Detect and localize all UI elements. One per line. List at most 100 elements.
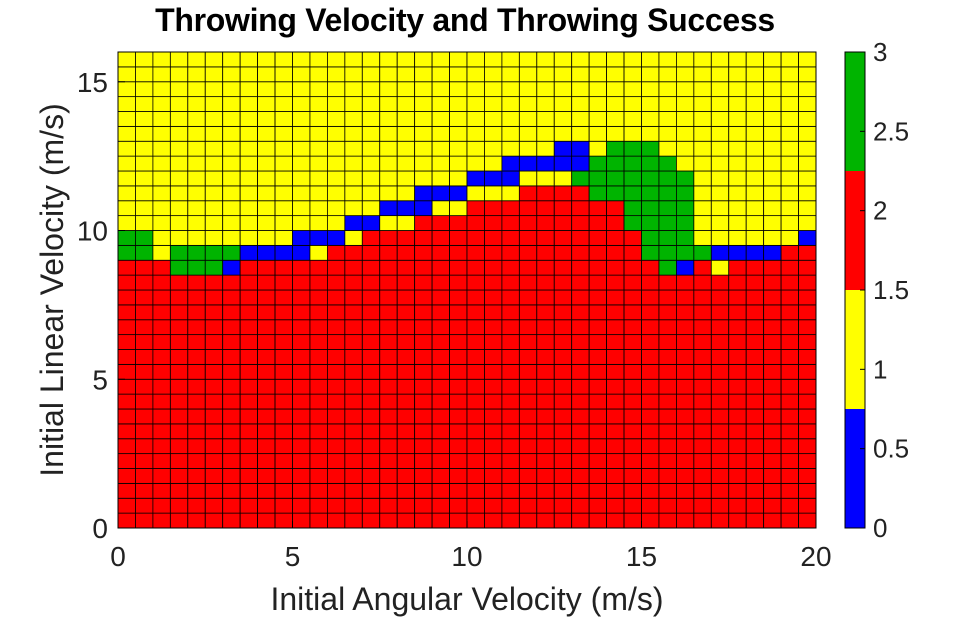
heatmap-cell (710, 512, 730, 529)
heatmap-cell (588, 334, 608, 350)
heatmap-cell (693, 304, 712, 321)
heatmap-cell (501, 215, 520, 231)
heatmap-cell (536, 81, 555, 98)
heatmap-cell (361, 66, 381, 83)
heatmap-cell (518, 230, 538, 246)
heatmap-cell (676, 408, 695, 425)
heatmap-cell (676, 393, 695, 410)
heatmap-cell (274, 244, 293, 261)
heatmap-cell (257, 259, 276, 276)
heatmap-cell (763, 438, 782, 455)
heatmap-cell (152, 363, 171, 380)
heatmap-cell (710, 230, 730, 246)
heatmap-cell (204, 349, 224, 365)
heatmap-cell (518, 482, 538, 499)
heatmap-cell (693, 125, 712, 142)
heatmap-cell (152, 349, 171, 365)
heatmap-cell (571, 259, 590, 276)
heatmap-cell (239, 304, 258, 321)
heatmap-cell (379, 125, 398, 142)
heatmap-cell (501, 289, 520, 306)
heatmap-cell (553, 408, 573, 425)
heatmap-cell (239, 215, 258, 231)
heatmap-cell (135, 512, 154, 529)
heatmap-cell (152, 51, 171, 68)
heatmap-cell (588, 468, 608, 484)
heatmap-cell (169, 289, 189, 306)
heatmap-cell (344, 96, 363, 112)
heatmap-cell (798, 289, 817, 306)
heatmap-cell (222, 66, 241, 83)
heatmap-cell (641, 512, 660, 529)
heatmap-cell (117, 51, 136, 68)
heatmap-cell (780, 393, 799, 410)
heatmap-cell (449, 423, 468, 440)
heatmap-cell (676, 349, 695, 365)
heatmap-cell (728, 304, 747, 321)
heatmap-cell (379, 378, 398, 395)
heatmap-cell (780, 200, 799, 217)
heatmap-cell (449, 408, 468, 425)
heatmap-cell (553, 170, 573, 187)
heatmap-cell (414, 497, 433, 514)
heatmap-cell (536, 215, 555, 231)
heatmap-cell (553, 334, 573, 350)
heatmap-cell (466, 319, 485, 336)
heatmap-cell (204, 155, 224, 172)
heatmap-cell (606, 66, 625, 83)
heatmap-cell (257, 111, 276, 127)
heatmap-cell (623, 319, 642, 336)
heatmap-cell (606, 125, 625, 142)
heatmap-cell (571, 304, 590, 321)
heatmap-cell (117, 453, 136, 469)
heatmap-cell (606, 230, 625, 246)
heatmap-cell (518, 170, 538, 187)
heatmap-cell (326, 185, 346, 202)
heatmap-cell (641, 200, 660, 217)
heatmap-cell (414, 349, 433, 365)
heatmap-cell (274, 482, 293, 499)
heatmap-cell (379, 408, 398, 425)
heatmap-cell (466, 185, 485, 202)
heatmap-cell (641, 304, 660, 321)
heatmap-cell (780, 378, 799, 395)
heatmap-cell (169, 408, 189, 425)
heatmap-cell (484, 468, 503, 484)
heatmap-cell (745, 482, 765, 499)
heatmap-cell (292, 215, 311, 231)
heatmap-cell (536, 438, 555, 455)
heatmap-cell (745, 200, 765, 217)
heatmap-cell (239, 378, 258, 395)
heatmap-cell (414, 468, 433, 484)
heatmap-cell (379, 215, 398, 231)
heatmap-cell (292, 125, 311, 142)
heatmap-cell (239, 259, 258, 276)
heatmap-cell (414, 244, 433, 261)
heatmap-cell (606, 185, 625, 202)
y-tick-label: 0 (92, 513, 108, 544)
heatmap-cell (571, 393, 590, 410)
heatmap-cell (222, 81, 241, 98)
heatmap-cell (553, 482, 573, 499)
heatmap-cell (536, 155, 555, 172)
heatmap-cell (623, 378, 642, 395)
heatmap-cell (326, 438, 346, 455)
heatmap-cell (239, 393, 258, 410)
heatmap-cell (449, 438, 468, 455)
heatmap-cell (501, 170, 520, 187)
heatmap-cell (588, 497, 608, 514)
heatmap-cell (135, 170, 154, 187)
heatmap-cell (693, 482, 712, 499)
heatmap-cell (431, 125, 450, 142)
heatmap-cell (431, 170, 450, 187)
heatmap-cell (326, 349, 346, 365)
heatmap-cell (466, 274, 485, 291)
heatmap-cell (780, 259, 799, 276)
x-tick-label: 15 (626, 541, 657, 572)
heatmap-cell (623, 512, 642, 529)
heatmap-cell (763, 468, 782, 484)
heatmap-cell (536, 200, 555, 217)
heatmap-cell (536, 289, 555, 306)
heatmap-cell (204, 111, 224, 127)
heatmap-cell (222, 170, 241, 187)
